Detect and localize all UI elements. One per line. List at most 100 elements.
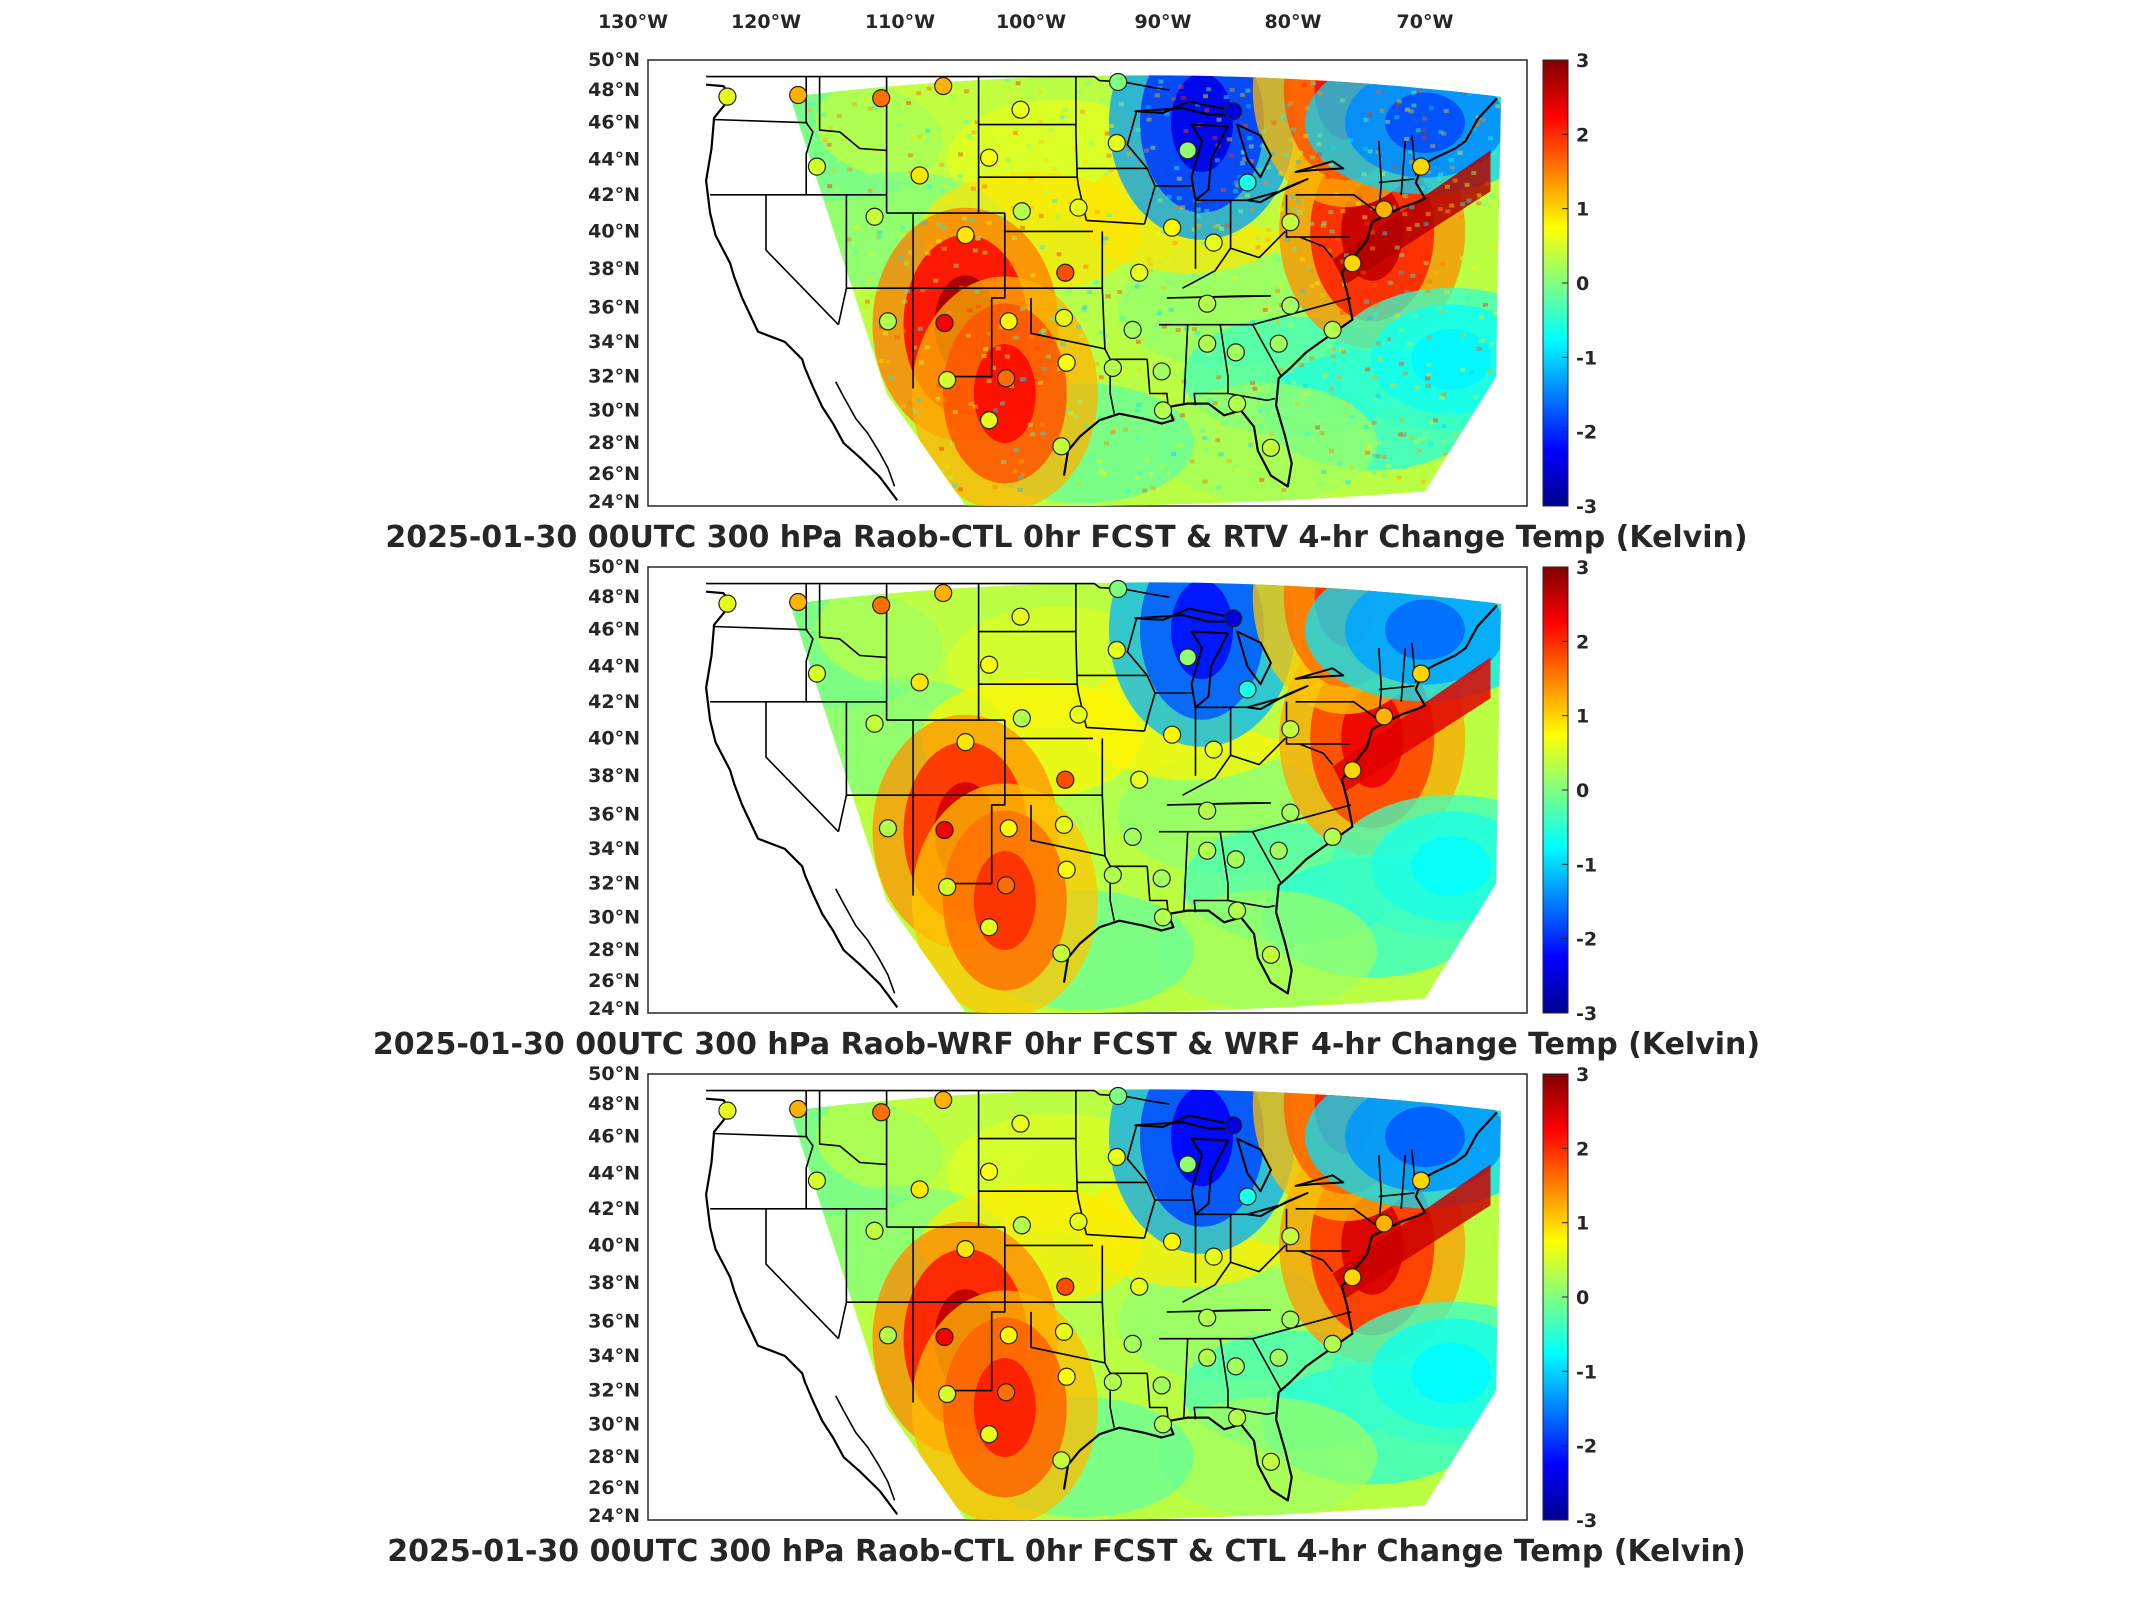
map-panel-3: 50°N 48°N 46°N 44°N 42°N 40°N 38°N 36°N 34°N 32°N…: [588, 1063, 1597, 1532]
raob-station-marker: [1198, 1308, 1217, 1327]
raob-station-marker: [718, 87, 737, 106]
raob-station-marker: [1056, 1277, 1075, 1296]
raob-station-marker: [1227, 394, 1247, 413]
colorbar-tick-label: -3: [1576, 496, 1597, 518]
raob-station-marker: [1374, 707, 1394, 726]
raob-station-marker: [1226, 850, 1245, 869]
raob-station-marker: [1238, 173, 1257, 192]
raob-station-marker: [1057, 1367, 1076, 1386]
lat-tick-label: 38°N: [588, 765, 640, 787]
raob-station-marker: [1224, 102, 1243, 121]
panel-2-title: 2025-01-30 00UTC 300 hPa Raob-WRF 0hr FC…: [372, 1027, 1761, 1062]
raob-station-marker: [999, 312, 1018, 331]
raob-station-marker: [1103, 865, 1122, 885]
panel-3-title: 2025-01-30 00UTC 300 hPa Raob-CTL 0hr FC…: [387, 1534, 1746, 1569]
raob-station-marker: [999, 1326, 1018, 1345]
colorbar-tick-label: 1: [1576, 199, 1589, 221]
raob-station-marker: [1109, 1086, 1128, 1106]
raob-station-marker: [1226, 1357, 1245, 1376]
raob-station-marker: [1153, 401, 1173, 420]
lon-tick-label: 100°W: [996, 11, 1066, 33]
raob-station-marker: [956, 1240, 975, 1259]
raob-station-marker: [935, 820, 954, 840]
lon-tick-label: 130°W: [598, 11, 668, 33]
raob-station-marker: [865, 714, 884, 733]
lat-tick-label: 28°N: [588, 1446, 640, 1468]
raob-station-marker: [935, 313, 954, 333]
raob-station-marker: [878, 1326, 898, 1345]
raob-station-marker: [1012, 709, 1031, 728]
lat-tick-label: 36°N: [588, 297, 640, 319]
lat-tick-label: 38°N: [588, 258, 640, 280]
lat-tick-label: 30°N: [588, 906, 640, 928]
raob-station-marker: [807, 1171, 827, 1190]
lat-tick-label: 44°N: [588, 656, 640, 678]
raob-station-marker: [718, 594, 737, 613]
raob-station-marker: [1227, 1408, 1247, 1427]
raob-station-marker: [1198, 294, 1217, 313]
lat-tick-label: 28°N: [588, 939, 640, 961]
raob-station-marker: [807, 664, 827, 683]
raob-station-marker: [938, 1384, 957, 1404]
raob-station-marker: [1109, 72, 1128, 92]
raob-station-marker: [1178, 141, 1197, 160]
lon-tick-label: 120°W: [731, 11, 801, 33]
colorbar-tick-label: 2: [1576, 1138, 1589, 1160]
lat-tick-label: 38°N: [588, 1272, 640, 1294]
raob-station-marker: [938, 370, 957, 390]
raob-station-marker: [1178, 648, 1197, 667]
raob-station-marker: [1069, 1212, 1088, 1231]
raob-station-marker: [910, 673, 929, 692]
colorbar-tick-label: -1: [1576, 347, 1597, 369]
lat-tick-label: 26°N: [588, 463, 640, 485]
raob-station-marker: [1411, 1171, 1431, 1190]
lat-tick-label: 36°N: [588, 1311, 640, 1333]
raob-station-marker: [872, 89, 891, 108]
raob-station-marker: [1052, 944, 1071, 963]
colorbar: 3 2 1 0 -1 -2 -3: [1542, 50, 1597, 518]
raob-station-marker: [934, 1090, 953, 1110]
raob-station-marker: [807, 157, 827, 176]
raob-station-marker: [1107, 640, 1126, 660]
lat-tick-label: 42°N: [588, 691, 640, 713]
lat-tick-label: 24°N: [588, 998, 640, 1020]
raob-station-marker: [1152, 362, 1171, 381]
raob-station-marker: [997, 876, 1016, 895]
raob-station-marker: [1109, 579, 1128, 599]
latitude-tick-labels: 50°N 48°N 46°N 44°N 42°N 40°N 38°N 36°N 34°N 32°N…: [588, 49, 640, 513]
raob-station-marker: [1054, 308, 1074, 327]
raob-station-marker: [1103, 358, 1122, 378]
raob-station-marker: [1227, 901, 1247, 920]
raob-station-marker: [1204, 1247, 1223, 1266]
lat-tick-label: 46°N: [588, 112, 640, 134]
lat-tick-label: 40°N: [588, 1234, 640, 1256]
raob-station-marker: [997, 1383, 1016, 1402]
raob-station-marker: [1011, 607, 1030, 626]
panel-1-title: 2025-01-30 00UTC 300 hPa Raob-CTL 0hr FC…: [385, 520, 1748, 555]
raob-station-marker: [1261, 945, 1281, 964]
raob-station-marker: [979, 918, 999, 937]
raob-station-marker: [956, 733, 975, 752]
lat-tick-label: 50°N: [588, 49, 640, 71]
lat-tick-label: 26°N: [588, 1477, 640, 1499]
raob-station-marker: [1057, 353, 1076, 372]
raob-station-marker: [979, 1425, 999, 1444]
raob-station-marker: [1198, 1348, 1217, 1367]
raob-station-marker: [1269, 334, 1288, 353]
lat-tick-label: 40°N: [588, 727, 640, 749]
raob-station-marker: [1343, 1268, 1362, 1287]
raob-station-marker: [878, 819, 898, 838]
colorbar-tick-label: 0: [1576, 780, 1589, 802]
raob-station-marker: [979, 148, 999, 167]
colorbar: 3 2 1 0 -1 -2 -3: [1542, 1064, 1597, 1532]
raob-station-marker: [1238, 680, 1257, 699]
raob-station-marker: [1054, 815, 1074, 834]
raob-station-marker: [979, 655, 999, 674]
raob-station-marker: [1269, 1348, 1288, 1367]
lat-tick-label: 46°N: [588, 1126, 640, 1148]
colorbar-tick-label: 3: [1576, 50, 1589, 72]
raob-station-marker: [1281, 1310, 1300, 1329]
colorbar-tick-label: 1: [1576, 1213, 1589, 1235]
raob-station-marker: [1162, 1232, 1182, 1251]
